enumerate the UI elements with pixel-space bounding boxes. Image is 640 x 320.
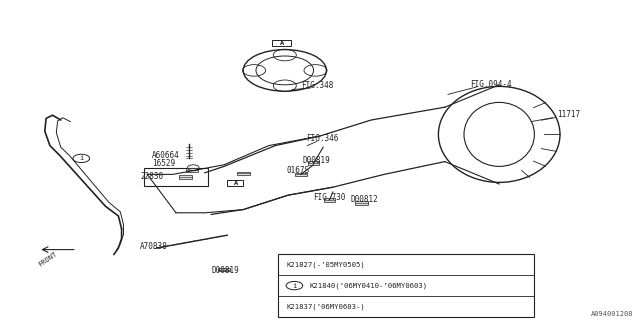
Text: K21827(-’05MY0505): K21827(-’05MY0505) [286,261,365,268]
Bar [355,201,368,205]
Bar [237,172,250,175]
Text: D00819: D00819 [302,156,330,164]
Bar [179,175,192,179]
Text: K21840(’06MY0410-’06MY0603): K21840(’06MY0410-’06MY0603) [309,282,428,289]
Text: D00812: D00812 [351,195,378,204]
Bar [227,180,243,186]
Text: FIG.094-4: FIG.094-4 [470,80,512,89]
Text: i: i [292,283,296,289]
Text: A: A [234,180,237,186]
Text: A094001208: A094001208 [591,311,634,317]
Text: FIG.348: FIG.348 [301,81,333,90]
Text: i: i [79,156,83,161]
Text: K21837(’06MY0603-): K21837(’06MY0603-) [286,303,365,310]
Bar [278,254,534,317]
Text: 22830: 22830 [141,172,164,181]
Bar [186,168,198,172]
Bar [218,268,230,271]
Text: A70838: A70838 [140,242,167,251]
Bar [324,198,335,202]
Bar [144,168,208,186]
Text: A60664: A60664 [152,151,180,160]
Text: FRONT: FRONT [38,251,58,268]
Text: 16529: 16529 [152,159,175,168]
Bar [295,173,307,176]
Bar [308,162,319,165]
Text: FIG.730: FIG.730 [314,193,346,202]
Text: 0167S: 0167S [287,166,310,175]
Text: D00819: D00819 [211,266,239,275]
Text: 11717: 11717 [557,110,580,119]
Text: A: A [280,40,284,46]
Bar [272,40,291,46]
Text: FIG.346: FIG.346 [306,134,339,143]
